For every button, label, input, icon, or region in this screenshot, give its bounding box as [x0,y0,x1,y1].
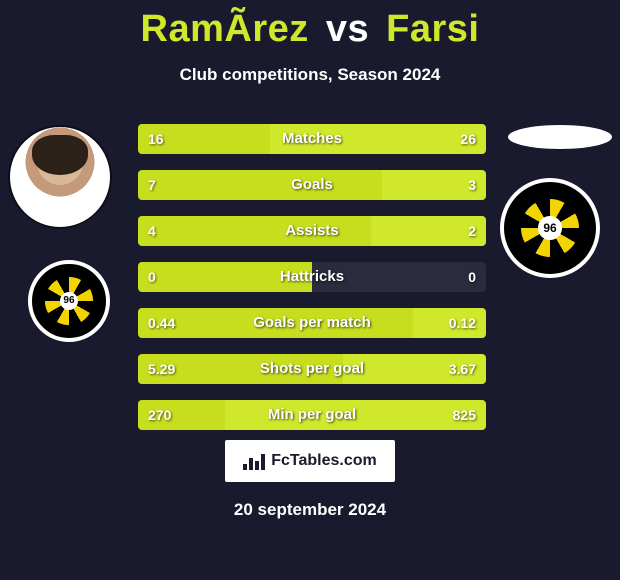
stat-bars-container: 1626Matches 73Goals 42Assists 00Hattricks 0.… [138,124,486,446]
player1-name: RamÃ­rez [141,8,309,50]
player2-name: Farsi [386,8,479,50]
stat-label: Matches [138,124,486,154]
brand-text: FcTables.com [271,452,377,470]
player1-avatar [8,125,112,229]
vs-text: vs [326,8,369,50]
stat-label: Shots per goal [138,354,486,384]
club-badge-inner [45,277,92,324]
stat-row: 0.440.12Goals per match [138,308,486,338]
stat-row: 73Goals [138,170,486,200]
stat-label: Goals [138,170,486,200]
player2-avatar [508,125,612,149]
brand-logo: FcTables.com [225,440,395,482]
stat-label: Assists [138,216,486,246]
bar-chart-icon [243,452,265,470]
stat-row: 270825Min per goal [138,400,486,430]
stat-label: Min per goal [138,400,486,430]
player2-club-badge [500,178,600,278]
footer-date: 20 september 2024 [0,500,620,520]
stat-row: 42Assists [138,216,486,246]
stat-row: 1626Matches [138,124,486,154]
stat-row: 00Hattricks [138,262,486,292]
stat-row: 5.293.67Shots per goal [138,354,486,384]
comparison-title: RamÃ­rez vs Farsi [0,0,620,51]
club-badge-inner [521,199,580,258]
stat-label: Hattricks [138,262,486,292]
subtitle: Club competitions, Season 2024 [0,65,620,85]
player1-club-badge [28,260,110,342]
stat-label: Goals per match [138,308,486,338]
